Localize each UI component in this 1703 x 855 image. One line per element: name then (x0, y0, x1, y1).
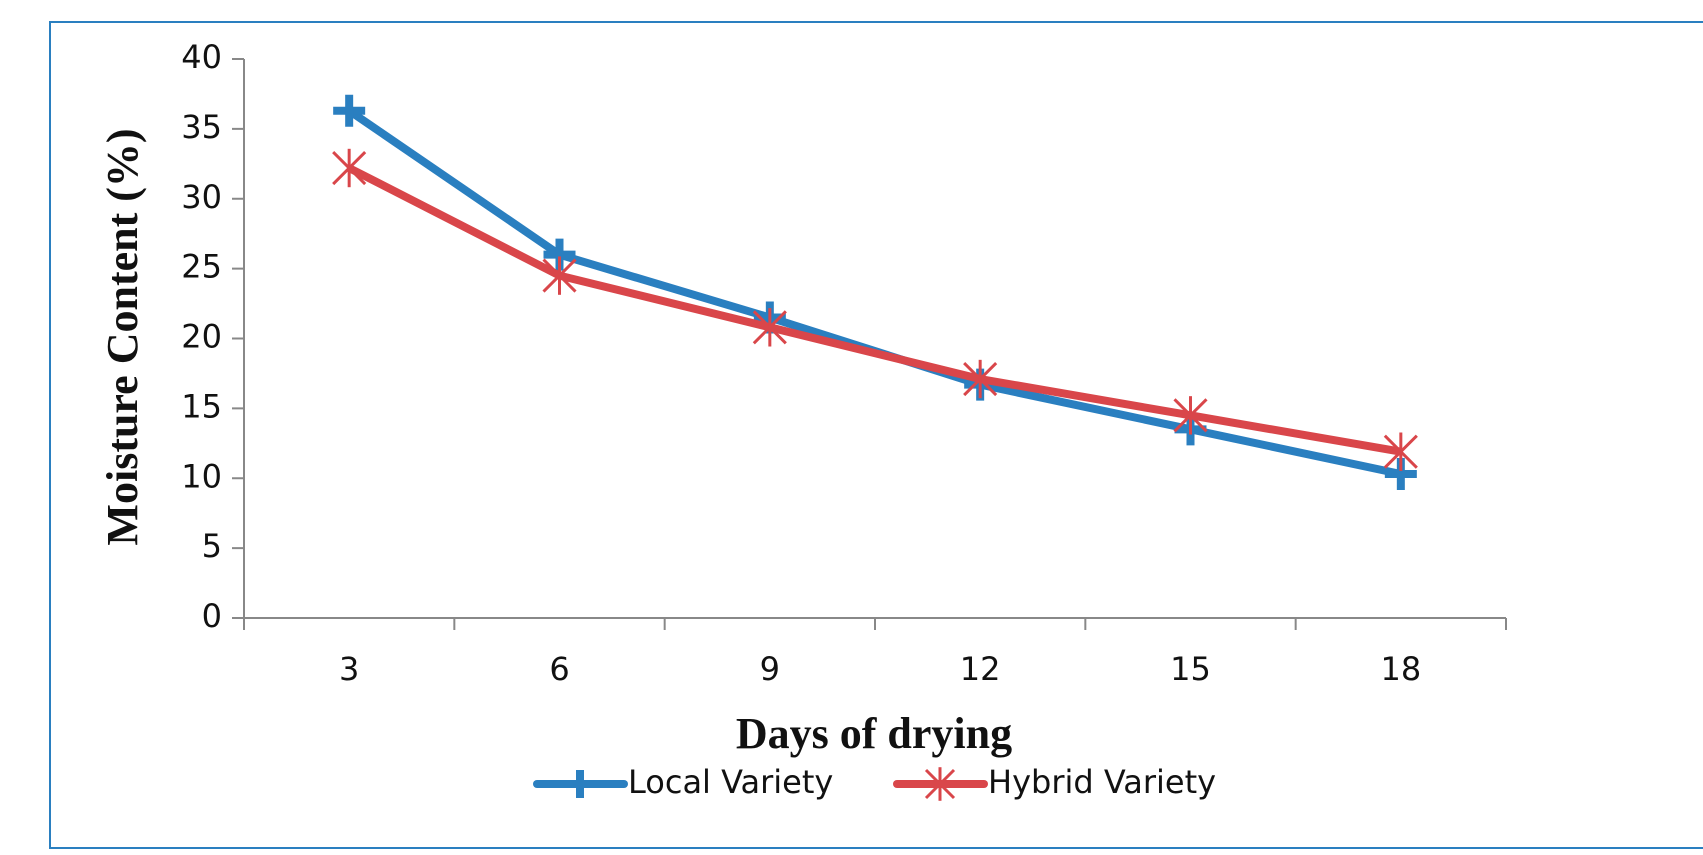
y-tick-label: 35 (181, 108, 222, 146)
data-point (332, 148, 367, 188)
data-point (1173, 396, 1208, 435)
y-tick-label: 0 (202, 597, 222, 635)
series-line (346, 107, 1402, 478)
legend-label: Hybrid Variety (988, 763, 1216, 801)
y-tick-label: 25 (181, 248, 222, 286)
x-tick-label: 3 (339, 650, 359, 688)
data-point (1383, 432, 1418, 471)
legend-marker (924, 767, 956, 801)
y-tick-label: 15 (181, 387, 222, 425)
y-tick-label: 10 (181, 457, 222, 495)
x-tick-label: 15 (1170, 650, 1211, 688)
x-tick-label: 9 (760, 650, 780, 688)
x-tick-label: 18 (1380, 650, 1421, 688)
chart-border (49, 21, 1703, 849)
y-tick-label: 5 (202, 527, 222, 565)
legend-label: Local Variety (628, 763, 833, 801)
data-point (333, 94, 366, 127)
x-axis-title: Days of drying (736, 709, 1012, 758)
legend-marker (566, 770, 594, 798)
x-tick-label: 6 (549, 650, 569, 688)
x-tick-label: 12 (960, 650, 1001, 688)
y-tick-label: 40 (181, 38, 222, 76)
series-line (347, 164, 1402, 456)
y-tick-label: 30 (181, 178, 222, 216)
y-tick-label: 20 (181, 318, 222, 356)
y-axis-title: Moisture Content (%) (98, 128, 147, 545)
data-point (963, 359, 998, 399)
data-point (752, 308, 787, 347)
data-point (542, 256, 577, 295)
